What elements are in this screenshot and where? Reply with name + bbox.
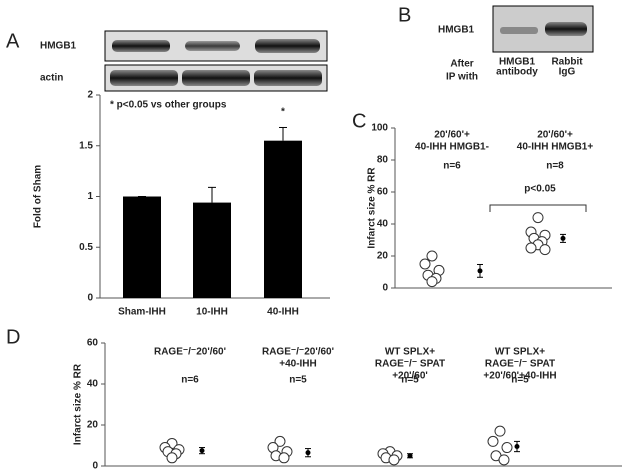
data-point xyxy=(166,452,178,464)
group-label: 40-IHH HMGB1+ xyxy=(517,142,594,153)
group-label: RAGE⁻/⁻20'/60' xyxy=(154,347,226,358)
data-point xyxy=(388,454,400,466)
data-point xyxy=(494,425,506,437)
data-point xyxy=(426,276,438,288)
data-point xyxy=(525,242,537,254)
group-label: 40-IHH HMGB1- xyxy=(415,142,489,153)
blot-caption: After xyxy=(450,59,473,70)
group-label: WT SPLX+ xyxy=(495,347,545,358)
group-label: RAGE⁻/⁻ SPAT xyxy=(375,359,445,370)
panel-letter: B xyxy=(398,4,411,26)
mean-marker xyxy=(199,448,205,454)
y-tick-label: 2 xyxy=(87,90,93,101)
panel-letter: C xyxy=(352,110,366,132)
y-tick-label: 20 xyxy=(377,251,389,262)
y-tick-label: 100 xyxy=(371,123,388,134)
blot-band xyxy=(255,39,320,53)
group-label: +40-IHH xyxy=(279,359,317,370)
group-n: n=6 xyxy=(443,161,461,172)
bar xyxy=(123,196,161,298)
y-tick-label: 1 xyxy=(87,191,93,202)
group-n: n=6 xyxy=(181,375,199,386)
y-axis-label: Infarct size % RR xyxy=(73,363,84,445)
bar xyxy=(264,140,302,298)
y-tick-label: 1.5 xyxy=(79,140,93,151)
y-axis-label: Fold of Sham xyxy=(33,165,44,228)
mean-marker xyxy=(514,444,520,450)
blot-band xyxy=(182,70,250,86)
mean-marker xyxy=(477,268,483,274)
x-tick-label: Sham-IHH xyxy=(118,307,166,318)
blot-band xyxy=(185,41,240,51)
y-tick-label: 60 xyxy=(377,187,389,198)
group-label: 20'/60'+ xyxy=(537,130,573,141)
annotation: * p<0.05 vs other groups xyxy=(110,100,227,111)
y-axis-label: Infarct size % RR xyxy=(367,167,378,249)
group-label: +20'/60' xyxy=(392,371,428,382)
blot-band xyxy=(110,70,178,86)
blot-label: HMGB1 xyxy=(438,25,475,36)
group-label: WT SPLX+ xyxy=(385,347,435,358)
group-label: 20'/60'+ xyxy=(434,130,470,141)
group-label: RAGE⁻/⁻ SPAT xyxy=(485,359,555,370)
bracket xyxy=(489,204,587,212)
group-n: n=5 xyxy=(511,375,529,386)
data-point xyxy=(419,258,431,270)
y-tick-label: 0.5 xyxy=(79,242,93,253)
x-tick-label: 10-IHH xyxy=(196,307,228,318)
panel-letter: A xyxy=(6,30,20,52)
panel-letter: D xyxy=(6,326,20,348)
significance-star: * xyxy=(281,107,285,118)
blot-label: HMGB1 xyxy=(40,41,77,52)
data-point xyxy=(487,435,499,447)
mean-marker xyxy=(560,235,566,241)
data-point xyxy=(501,442,513,454)
mean-marker xyxy=(305,450,311,456)
y-tick-label: 0 xyxy=(87,293,93,304)
y-tick-label: 40 xyxy=(377,219,389,230)
lane-label: IgG xyxy=(559,67,576,78)
data-point xyxy=(498,454,510,466)
group-n: n=5 xyxy=(401,375,419,386)
lane-label: HMGB1 xyxy=(499,57,536,68)
data-point xyxy=(539,244,551,256)
lane-label: Rabbit xyxy=(551,57,583,68)
y-tick-label: 0 xyxy=(382,283,388,294)
group-n: n=5 xyxy=(289,375,307,386)
data-point xyxy=(278,452,290,464)
data-point xyxy=(426,250,438,262)
blot-band xyxy=(112,40,170,52)
blot-label: actin xyxy=(40,73,63,84)
blot-band xyxy=(545,22,587,36)
x-tick-label: 40-IHH xyxy=(267,307,299,318)
blot-caption: IP with xyxy=(446,72,478,83)
blot-band xyxy=(254,70,322,86)
group-label: +20'/60'+40-IHH xyxy=(483,371,556,382)
y-tick-label: 20 xyxy=(87,420,99,431)
bar xyxy=(193,202,231,298)
data-point xyxy=(274,435,286,447)
y-tick-label: 40 xyxy=(87,379,99,390)
y-tick-label: 60 xyxy=(87,338,99,349)
group-n: n=8 xyxy=(546,161,564,172)
lane-label: antibody xyxy=(496,67,538,78)
annotation: p<0.05 xyxy=(524,184,556,195)
mean-marker xyxy=(407,453,413,459)
group-label: RAGE⁻/⁻20'/60' xyxy=(262,347,334,358)
y-tick-label: 80 xyxy=(377,155,389,166)
y-tick-label: 0 xyxy=(92,461,98,472)
blot-band xyxy=(500,27,538,34)
data-point xyxy=(532,212,544,224)
